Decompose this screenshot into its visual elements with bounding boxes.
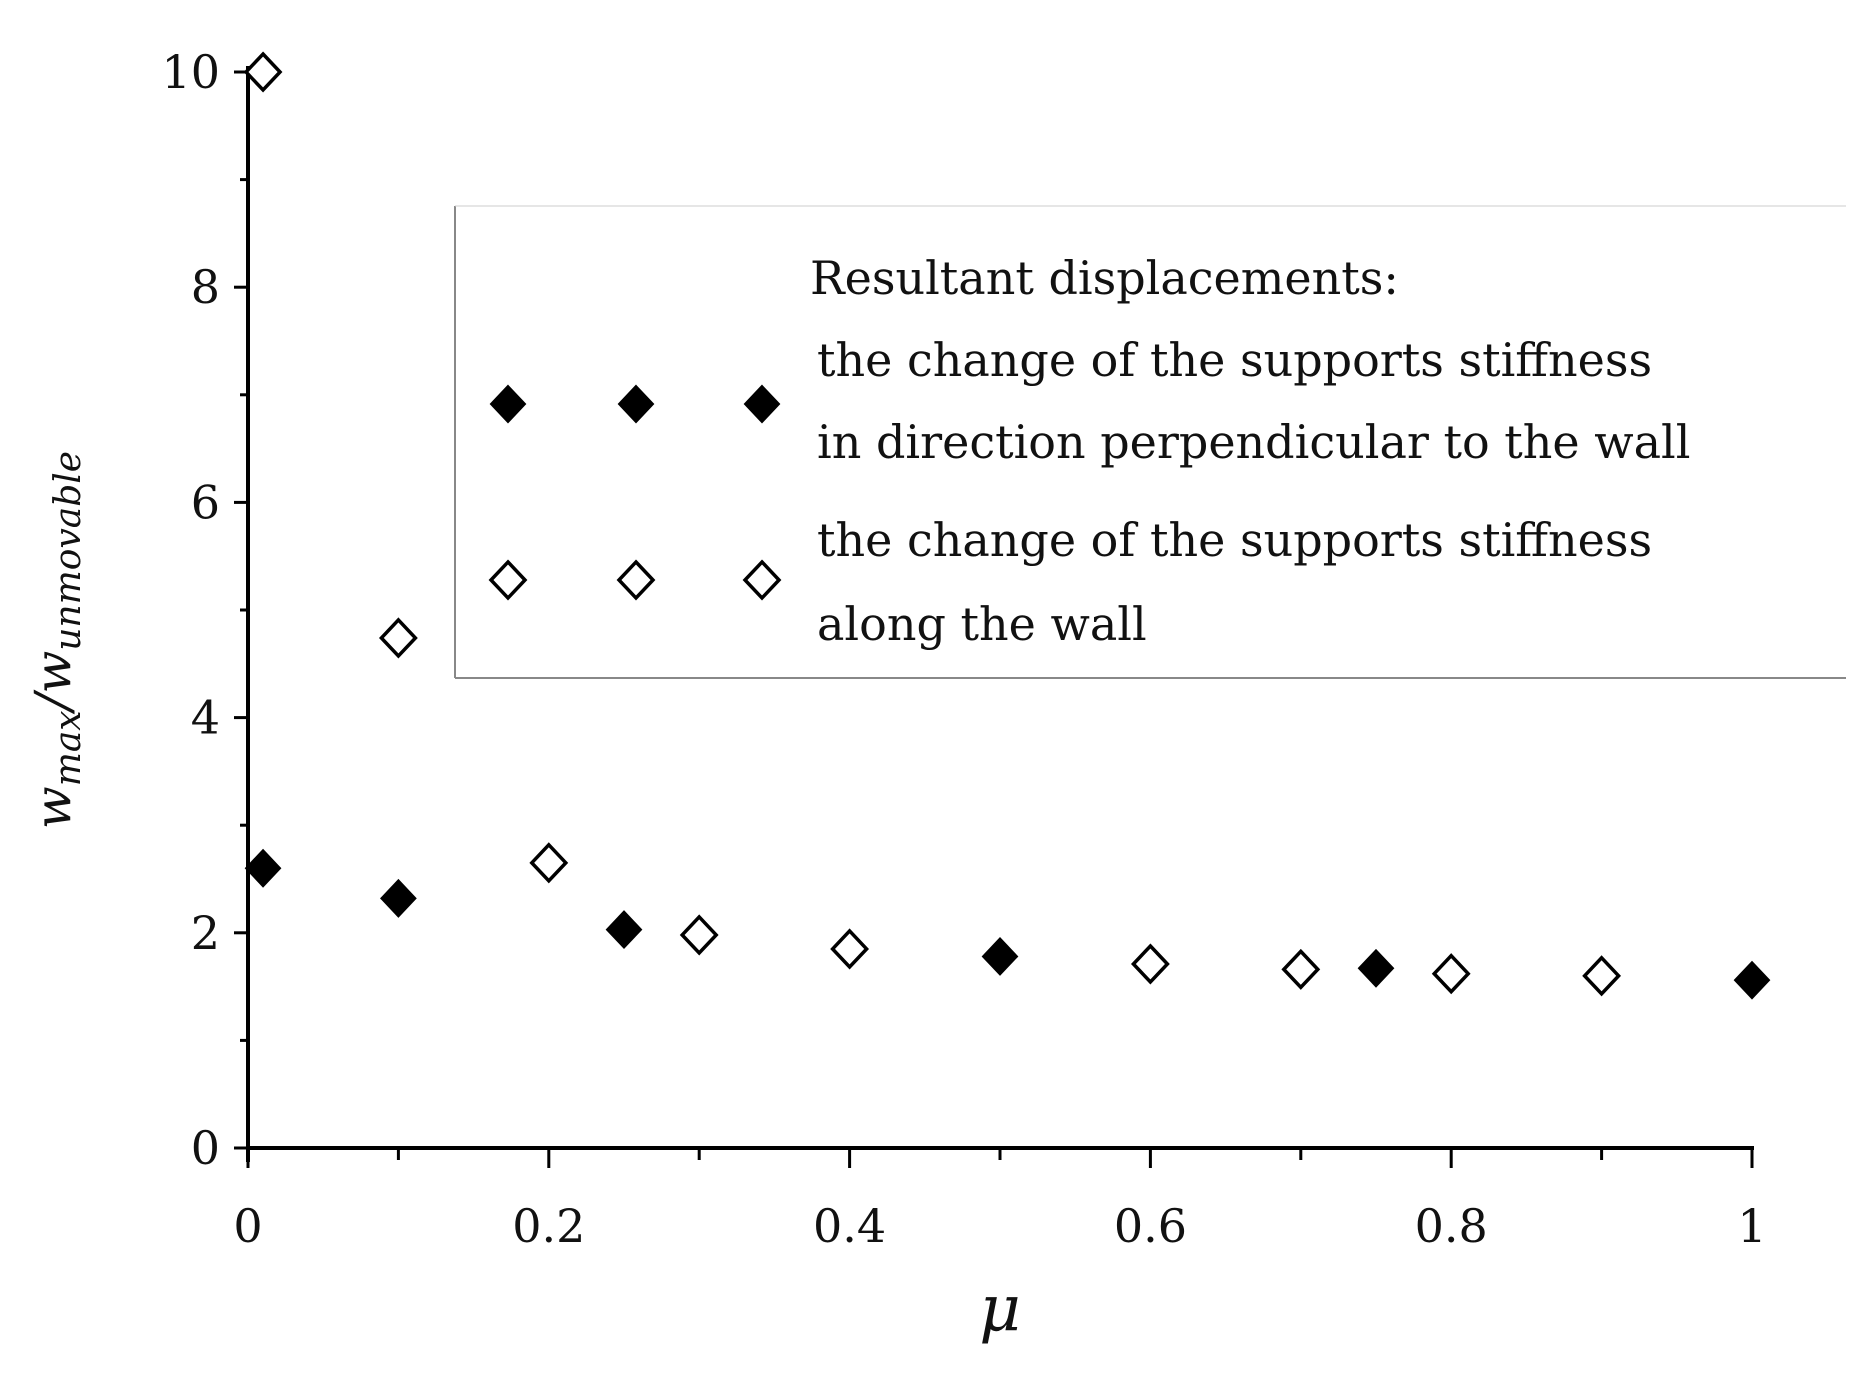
- data-points: [243, 51, 1771, 1000]
- x-tick-label: 0: [233, 1199, 262, 1253]
- y-tick-label: 0: [191, 1121, 220, 1175]
- legend-entry-1-line-1: the change of the supports stiffness: [817, 333, 1652, 387]
- x-axis-title: μ: [979, 1272, 1021, 1346]
- y-axis-title-base: w: [24, 786, 82, 829]
- legend: Resultant displacements: the change of t…: [454, 205, 1846, 679]
- y-tick-label: 8: [191, 260, 220, 314]
- filled-diamond-point: [380, 878, 417, 918]
- y-axis-title-sep: /w: [24, 651, 82, 715]
- legend-entry-1-line-2: in direction perpendicular to the wall: [817, 415, 1690, 469]
- open-diamond-point: [243, 51, 283, 93]
- x-tick-label: 0.2: [512, 1199, 585, 1253]
- legend-filled-diamond-marker: [743, 384, 781, 424]
- y-axis-title: wmax/wunmovable: [24, 451, 89, 829]
- open-diamond-point: [830, 928, 870, 970]
- legend-open-diamond-marker: [488, 559, 528, 601]
- x-tick-label: 0.4: [813, 1199, 886, 1253]
- open-diamond-point: [1130, 943, 1170, 985]
- filled-diamond-point: [1733, 960, 1771, 1000]
- y-tick-label: 10: [161, 45, 220, 99]
- x-tick-label: 0.6: [1114, 1199, 1187, 1253]
- legend-markers: [488, 384, 782, 601]
- y-tick-label: 2: [191, 906, 220, 960]
- x-ticks: 0 0.2 0.4 0.6 0.8 1: [233, 1148, 1767, 1253]
- open-diamond-point: [1431, 953, 1471, 995]
- y-ticks: 0 2 4 6 8 10: [161, 45, 248, 1175]
- filled-diamond-point: [244, 848, 282, 888]
- legend-open-diamond-marker: [616, 559, 656, 601]
- open-diamond-point: [1582, 955, 1622, 997]
- y-axis-title-sub1: max: [48, 710, 89, 786]
- legend-entry-2-line-1: the change of the supports stiffness: [817, 513, 1652, 567]
- legend-entry-2-line-2: along the wall: [817, 597, 1147, 651]
- open-diamond-point: [1281, 948, 1321, 990]
- filled-diamond-point: [605, 910, 643, 950]
- open-diamond-point: [529, 842, 569, 884]
- x-tick-label: 0.8: [1415, 1199, 1488, 1253]
- y-tick-label: 4: [191, 691, 220, 745]
- y-tick-label: 6: [191, 475, 220, 529]
- legend-title: Resultant displacements:: [810, 251, 1399, 305]
- legend-filled-diamond-marker: [617, 384, 655, 424]
- filled-diamond-point: [1357, 948, 1395, 988]
- legend-filled-diamond-marker: [489, 384, 527, 424]
- open-diamond-point: [378, 617, 418, 659]
- open-diamond-point: [679, 914, 719, 956]
- x-tick-label: 1: [1737, 1199, 1766, 1253]
- filled-diamond-point: [981, 937, 1019, 976]
- y-axis-title-sub2: unmovable: [48, 451, 89, 651]
- legend-open-diamond-marker: [742, 559, 782, 601]
